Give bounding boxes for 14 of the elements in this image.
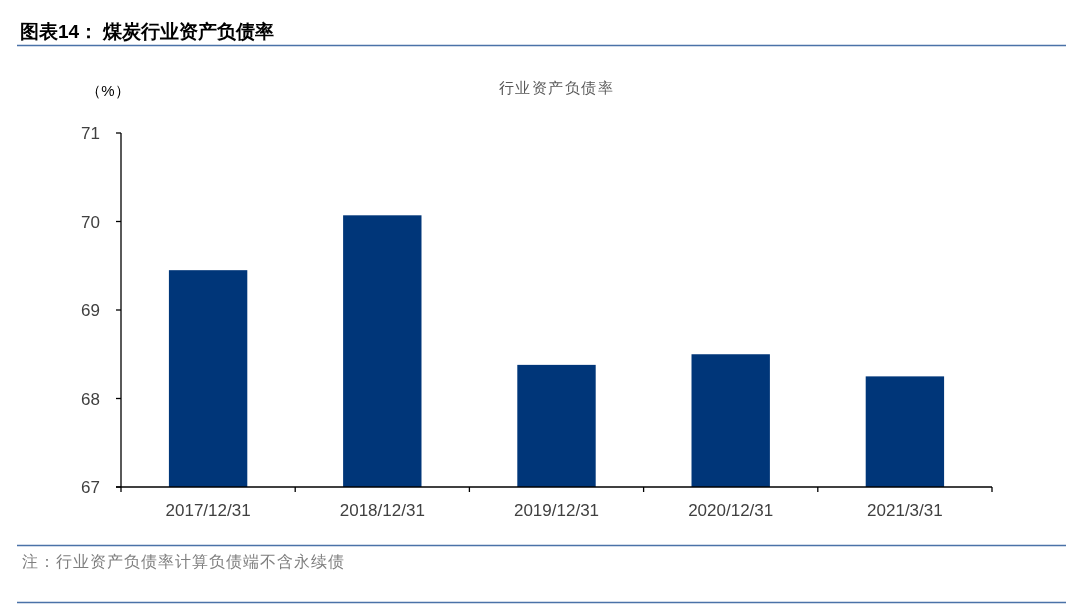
x-tick-label: 2020/12/31 (688, 501, 774, 520)
subtitle: 行业资产负债率 (498, 79, 615, 96)
ylabel: （%） (86, 82, 130, 99)
y-tick-label: 67 (81, 478, 100, 497)
y-tick-label: 71 (81, 124, 100, 143)
x-tick-label: 2018/12/31 (339, 501, 425, 520)
x-tick-label: 2021/3/31 (867, 501, 943, 520)
y-tick-label: 70 (81, 212, 100, 232)
x-tick-label: 2017/12/31 (165, 501, 251, 520)
x-tick-label: 2019/12/31 (513, 501, 600, 520)
title: 图表14： 煤炭行业资产负债率 (20, 21, 275, 42)
note: 注：行业资产负债率计算负债端不含永续债 (22, 553, 345, 570)
y-tick-label: 69 (81, 301, 100, 320)
y-tick-label: 68 (81, 389, 100, 409)
